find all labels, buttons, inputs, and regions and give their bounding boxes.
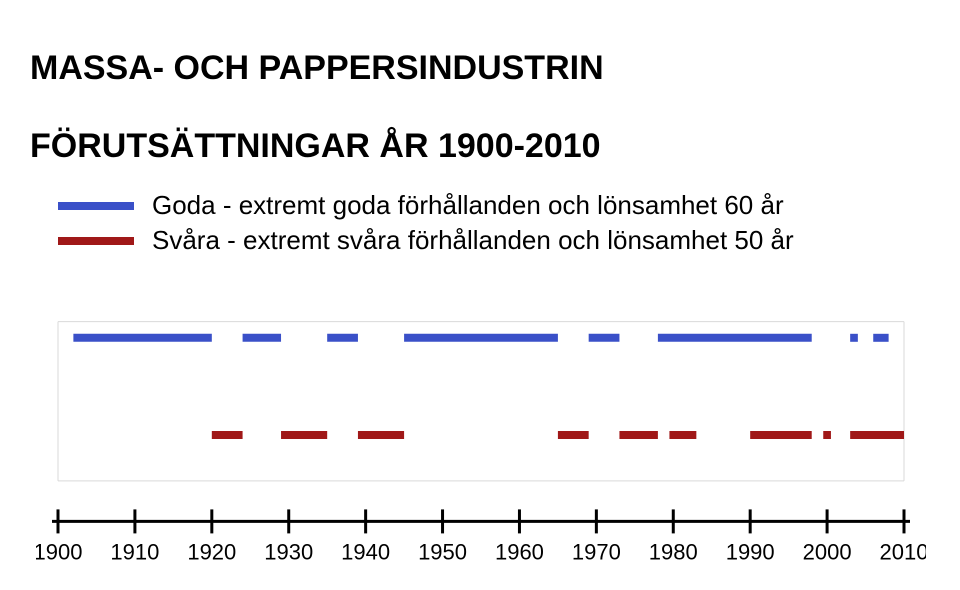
title-line-2: FÖRUTSÄTTNINGAR ÅR 1900-2010 [30,127,601,165]
axis-tick-label: 1930 [264,539,313,564]
legend-swatch-icon [58,237,134,245]
axis-tick-label: 1920 [187,539,236,564]
axis-tick-label: 1990 [726,539,775,564]
axis-tick-label: 1910 [110,539,159,564]
legend: Goda - extremt goda förhållanden och lön… [58,190,930,256]
axis-tick-label: 1900 [36,539,82,564]
title-line-1: MASSA- OCH PAPPERSINDUSTRIN [30,49,604,87]
axis-tick-label: 1970 [572,539,621,564]
legend-swatch-icon [58,202,134,210]
legend-row-1: Svåra - extremt svåra förhållanden och l… [58,225,930,256]
timeline-chart: 1900 1910 1920 1930 1940 1950 1960 1970 1980 1990… [36,300,926,570]
legend-label: Svåra - extremt svåra förhållanden och l… [152,225,794,256]
axis-tick-label: 1950 [418,539,467,564]
page-root: MASSA- OCH PAPPERSINDUSTRIN FÖRUTSÄTTNIN… [0,0,960,590]
legend-row-0: Goda - extremt goda förhållanden och lön… [58,190,930,221]
axis-tick-label: 1940 [341,539,390,564]
legend-label: Goda - extremt goda förhållanden och lön… [152,190,784,221]
page-title: MASSA- OCH PAPPERSINDUSTRIN FÖRUTSÄTTNIN… [30,10,930,166]
timeline-svg: 1900 1910 1920 1930 1940 1950 1960 1970 1980 1990… [36,300,926,570]
axis-tick-label: 2010 [880,539,926,564]
axis-tick-label: 1980 [649,539,698,564]
axis-tick-label: 1960 [495,539,544,564]
axis-tick-label: 2000 [803,539,852,564]
